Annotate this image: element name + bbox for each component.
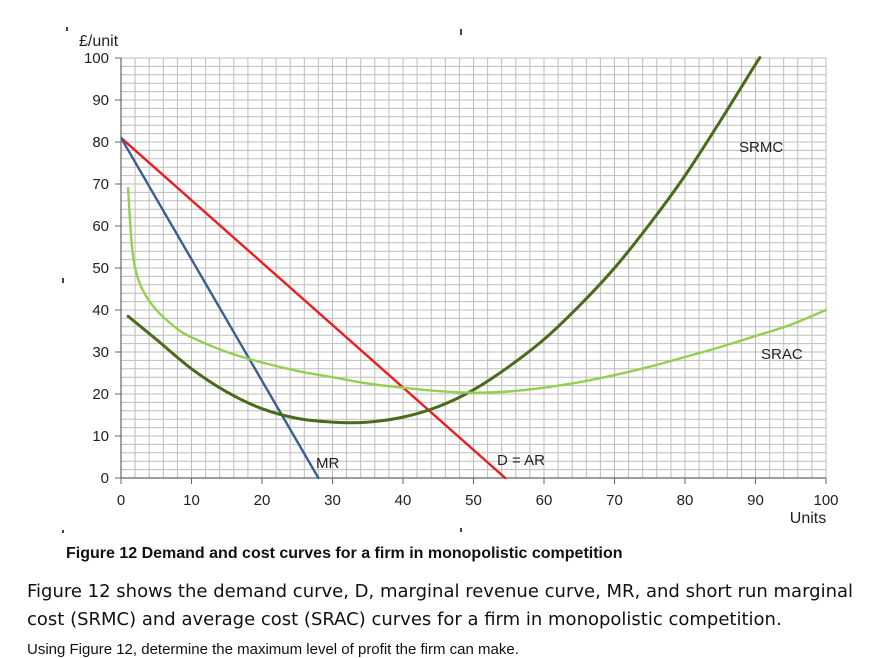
x-tick-label: 60	[536, 492, 553, 509]
chart-series	[121, 56, 828, 480]
description-paragraph: Figure 12 shows the demand curve, D, mar…	[27, 581, 854, 630]
x-tick-label: 20	[254, 492, 271, 509]
y-axis-title: £/unit	[79, 33, 119, 50]
srmc-curve-label: SRMC	[739, 139, 783, 156]
y-tick-label: 80	[92, 134, 109, 151]
x-tick-label: 90	[747, 492, 764, 509]
srmc-curve	[126, 56, 762, 425]
decorative-speck	[460, 29, 462, 35]
x-tick-label: 10	[183, 492, 200, 509]
y-tick-label: 30	[92, 344, 109, 361]
y-tick-label: 100	[84, 50, 109, 67]
y-tick-label: 0	[101, 470, 109, 487]
marginal-revenue-curve	[121, 136, 320, 480]
y-tick-label: 50	[92, 260, 109, 277]
srac-curve-label: SRAC	[761, 346, 803, 363]
y-tick-label: 60	[92, 218, 109, 235]
x-tick-label: 50	[465, 492, 482, 509]
y-tick-label: 10	[92, 428, 109, 445]
chart: 0 10 20 30 40 50 60 70 80 90 100 0 10 20 30 40 50 60 70 80 9…	[79, 33, 839, 527]
demand-curve-label: D = AR	[497, 452, 545, 469]
x-tick-label: 70	[606, 492, 623, 509]
x-tick-label: 40	[395, 492, 412, 509]
y-tick-label: 70	[92, 176, 109, 193]
x-tick-label: 30	[324, 492, 341, 509]
y-tick-label: 20	[92, 386, 109, 403]
decorative-speck	[460, 528, 462, 532]
srac-curve	[126, 187, 828, 394]
y-tick-label: 40	[92, 302, 109, 319]
x-tick-label: 80	[677, 492, 694, 509]
decorative-speck	[62, 278, 64, 283]
y-tick-label: 90	[92, 92, 109, 109]
chart-labels: D = AR MR SRMC SRAC	[316, 139, 803, 472]
decorative-speck	[62, 530, 64, 533]
x-tick-label: 100	[813, 492, 838, 509]
x-axis-title: Units	[790, 510, 826, 527]
chart-axes: 0 10 20 30 40 50 60 70 80 90 100 0 10 20 30 40 50 60 70 80 9…	[79, 33, 839, 527]
demand-curve	[121, 136, 507, 480]
decorative-speck	[66, 27, 68, 31]
x-tick-label: 0	[117, 492, 125, 509]
figure-caption: Figure 12 Demand and cost curves for a f…	[66, 545, 623, 562]
marginal-revenue-curve-label: MR	[316, 455, 339, 472]
question-text: Using Figure 12, determine the maximum l…	[27, 641, 519, 658]
